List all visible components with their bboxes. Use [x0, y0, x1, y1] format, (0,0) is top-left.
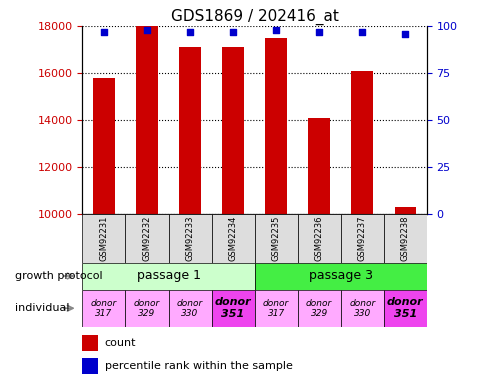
Bar [179, 47, 200, 214]
Bar [222, 47, 243, 214]
Bar [82, 290, 125, 327]
Text: GSM92233: GSM92233 [185, 215, 194, 261]
Bar [136, 26, 157, 214]
Text: growth protocol: growth protocol [15, 271, 102, 281]
Text: individual: individual [15, 303, 69, 313]
Bar [254, 214, 297, 262]
Bar [393, 207, 415, 214]
Text: GSM92238: GSM92238 [400, 215, 409, 261]
Text: GSM92236: GSM92236 [314, 215, 323, 261]
Text: donor
317: donor 317 [91, 298, 117, 318]
Text: donor
329: donor 329 [134, 298, 160, 318]
Bar [82, 262, 254, 290]
Bar [308, 118, 329, 214]
Bar [383, 214, 426, 262]
Text: GSM92234: GSM92234 [228, 215, 237, 261]
Bar [211, 290, 254, 327]
Text: GSM92231: GSM92231 [99, 215, 108, 261]
Bar [125, 214, 168, 262]
Bar [351, 71, 372, 214]
Bar [82, 335, 98, 351]
Bar [254, 262, 426, 290]
Text: GSM92235: GSM92235 [271, 215, 280, 261]
Bar [125, 290, 168, 327]
Point [143, 27, 151, 33]
Title: GDS1869 / 202416_at: GDS1869 / 202416_at [170, 9, 338, 25]
Text: donor
317: donor 317 [262, 298, 288, 318]
Bar [340, 214, 383, 262]
Point [100, 29, 107, 35]
Text: percentile rank within the sample: percentile rank within the sample [105, 361, 292, 370]
Text: passage 1: passage 1 [136, 270, 200, 282]
Point [186, 29, 194, 35]
Bar [297, 290, 340, 327]
Bar [82, 358, 98, 374]
Text: donor
330: donor 330 [177, 298, 203, 318]
Text: count: count [105, 338, 136, 348]
Bar [340, 290, 383, 327]
Bar [254, 290, 297, 327]
Bar [265, 38, 287, 214]
Text: passage 3: passage 3 [308, 270, 372, 282]
Bar [211, 214, 254, 262]
Bar [297, 214, 340, 262]
Point [229, 29, 237, 35]
Bar [168, 214, 211, 262]
Text: GSM92232: GSM92232 [142, 215, 151, 261]
Bar [168, 290, 211, 327]
Bar [93, 78, 115, 214]
Bar [383, 290, 426, 327]
Point [401, 31, 408, 37]
Text: donor
351: donor 351 [214, 297, 251, 319]
Point [315, 29, 322, 35]
Text: donor
351: donor 351 [386, 297, 423, 319]
Text: donor
329: donor 329 [305, 298, 332, 318]
Bar [82, 214, 125, 262]
Point [358, 29, 365, 35]
Point [272, 27, 279, 33]
Text: GSM92237: GSM92237 [357, 215, 366, 261]
Text: donor
330: donor 330 [348, 298, 375, 318]
